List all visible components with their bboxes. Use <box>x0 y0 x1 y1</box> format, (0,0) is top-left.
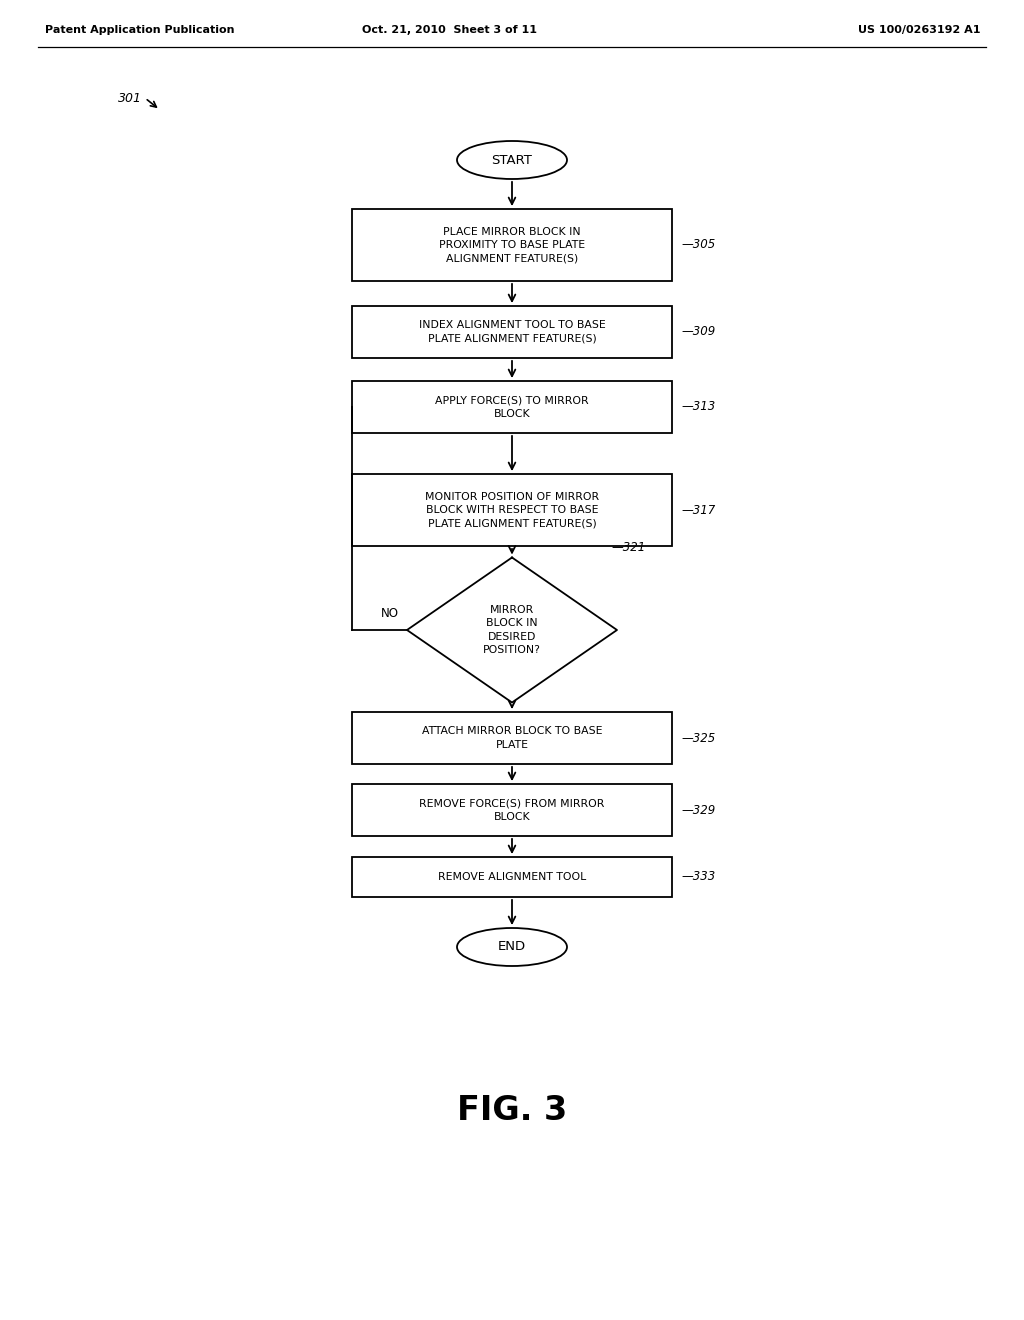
Text: REMOVE ALIGNMENT TOOL: REMOVE ALIGNMENT TOOL <box>438 873 586 882</box>
Text: Patent Application Publication: Patent Application Publication <box>45 25 234 36</box>
Text: ATTACH MIRROR BLOCK TO BASE
PLATE: ATTACH MIRROR BLOCK TO BASE PLATE <box>422 726 602 750</box>
Text: INDEX ALIGNMENT TOOL TO BASE
PLATE ALIGNMENT FEATURE(S): INDEX ALIGNMENT TOOL TO BASE PLATE ALIGN… <box>419 321 605 343</box>
FancyBboxPatch shape <box>352 381 672 433</box>
Text: FIG. 3: FIG. 3 <box>457 1093 567 1126</box>
Text: —329: —329 <box>682 804 716 817</box>
Text: US 100/0263192 A1: US 100/0263192 A1 <box>857 25 980 36</box>
FancyBboxPatch shape <box>352 474 672 546</box>
Text: START: START <box>492 153 532 166</box>
Text: PLACE MIRROR BLOCK IN
PROXIMITY TO BASE PLATE
ALIGNMENT FEATURE(S): PLACE MIRROR BLOCK IN PROXIMITY TO BASE … <box>439 227 585 263</box>
Text: END: END <box>498 940 526 953</box>
Text: —305: —305 <box>682 239 716 252</box>
Text: —309: —309 <box>682 326 716 338</box>
Text: MIRROR
BLOCK IN
DESIRED
POSITION?: MIRROR BLOCK IN DESIRED POSITION? <box>483 605 541 655</box>
FancyBboxPatch shape <box>352 711 672 764</box>
Ellipse shape <box>457 141 567 180</box>
Text: —321: —321 <box>612 541 646 554</box>
FancyBboxPatch shape <box>352 857 672 898</box>
Text: NO: NO <box>381 607 399 620</box>
Text: —317: —317 <box>682 503 716 516</box>
FancyBboxPatch shape <box>352 209 672 281</box>
Polygon shape <box>407 557 617 702</box>
Text: APPLY FORCE(S) TO MIRROR
BLOCK: APPLY FORCE(S) TO MIRROR BLOCK <box>435 396 589 418</box>
FancyBboxPatch shape <box>352 784 672 836</box>
Text: —313: —313 <box>682 400 716 413</box>
Text: MONITOR POSITION OF MIRROR
BLOCK WITH RESPECT TO BASE
PLATE ALIGNMENT FEATURE(S): MONITOR POSITION OF MIRROR BLOCK WITH RE… <box>425 492 599 528</box>
FancyBboxPatch shape <box>352 306 672 358</box>
Ellipse shape <box>457 928 567 966</box>
Text: —333: —333 <box>682 870 716 883</box>
Text: REMOVE FORCE(S) FROM MIRROR
BLOCK: REMOVE FORCE(S) FROM MIRROR BLOCK <box>419 799 605 821</box>
Text: 301: 301 <box>118 91 142 104</box>
Text: Oct. 21, 2010  Sheet 3 of 11: Oct. 21, 2010 Sheet 3 of 11 <box>362 25 538 36</box>
Text: —325: —325 <box>682 731 716 744</box>
